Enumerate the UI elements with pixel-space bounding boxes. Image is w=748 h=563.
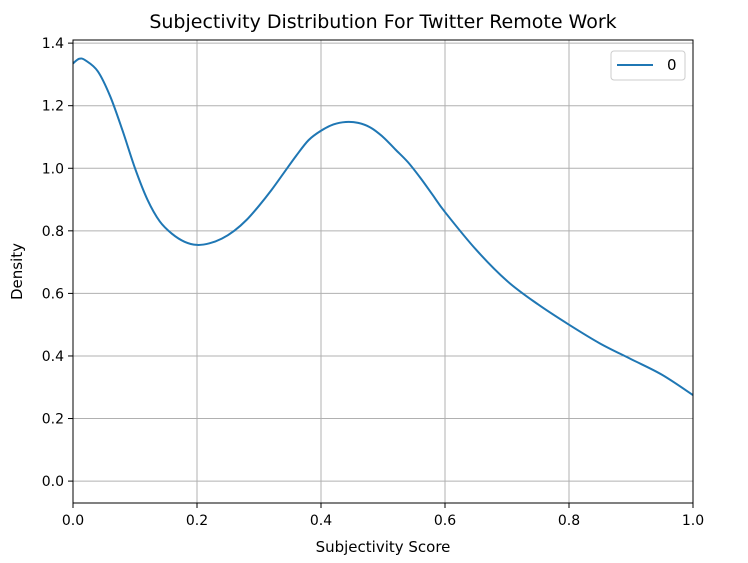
- legend-label-0: 0: [667, 56, 677, 74]
- x-axis-label: Subjectivity Score: [316, 538, 451, 556]
- plot-lines: [72, 57, 694, 396]
- x-tick-label: 0.8: [558, 513, 580, 529]
- y-tick-label: 0.2: [42, 412, 64, 428]
- x-tick-label: 0.4: [310, 513, 332, 529]
- y-axis-label: Density: [8, 243, 26, 300]
- y-tick-label: 1.0: [42, 161, 64, 177]
- plot-frame: [72, 39, 694, 504]
- x-tick-label: 0.2: [186, 513, 208, 529]
- series-line-0: [72, 57, 694, 396]
- y-tick-label: 0.6: [42, 286, 64, 302]
- y-tick-label: 1.4: [42, 36, 64, 52]
- y-tick-label: 0.0: [42, 474, 64, 490]
- x-tick-label: 0.0: [62, 513, 84, 529]
- x-tick-label: 0.6: [434, 513, 456, 529]
- y-tick-label: 0.8: [42, 224, 64, 240]
- chart-title: Subjectivity Distribution For Twitter Re…: [149, 11, 616, 33]
- legend: 0: [610, 50, 686, 81]
- y-tick-label: 1.2: [42, 99, 64, 115]
- y-tick-label: 0.4: [42, 349, 64, 365]
- ticks: 0.0 0.2 0.4 0.6 0.8 1.0 0.0 0.2 0.4 0.6 0.8 1.0 1.2 1…: [42, 36, 704, 529]
- x-tick-label: 1.0: [682, 513, 704, 529]
